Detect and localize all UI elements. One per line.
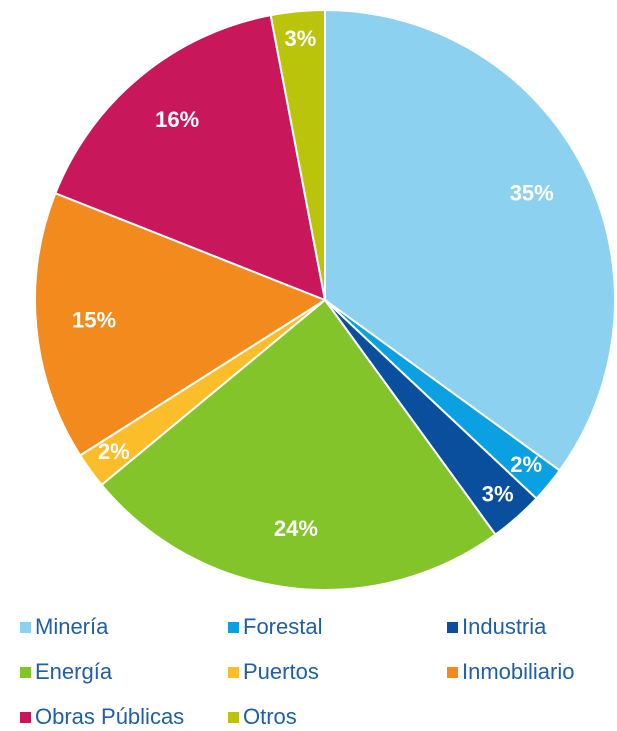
legend-label: Obras Públicas — [35, 704, 184, 729]
pie-slice — [34, 191, 328, 457]
legend-swatch — [20, 712, 31, 723]
legend-label: Energía — [35, 659, 113, 684]
legend-swatch — [447, 622, 458, 633]
pie-slice — [54, 13, 327, 302]
pie-slice — [100, 298, 497, 591]
value-label: 15% — [72, 308, 116, 333]
value-label: 3% — [285, 26, 317, 51]
legend-label: Industria — [462, 614, 547, 639]
value-label: 16% — [155, 107, 199, 132]
pie-slice — [324, 8, 616, 472]
legend-swatch — [20, 667, 31, 678]
value-label: 2% — [98, 439, 130, 464]
legend-swatch — [447, 667, 458, 678]
value-label: 35% — [510, 180, 554, 205]
legend-swatch — [228, 622, 239, 633]
legend-label: Minería — [35, 614, 109, 639]
legend-swatch — [228, 667, 239, 678]
legend-swatch — [228, 712, 239, 723]
legend-swatch — [20, 622, 31, 633]
value-label: 3% — [482, 482, 514, 507]
pie-slice — [269, 8, 326, 301]
value-label: 2% — [510, 452, 542, 477]
value-label: 24% — [274, 516, 318, 541]
legend-label: Forestal — [243, 614, 322, 639]
legend-label: Inmobiliario — [462, 659, 575, 684]
legend-label: Puertos — [243, 659, 319, 684]
legend-label: Otros — [243, 704, 297, 729]
